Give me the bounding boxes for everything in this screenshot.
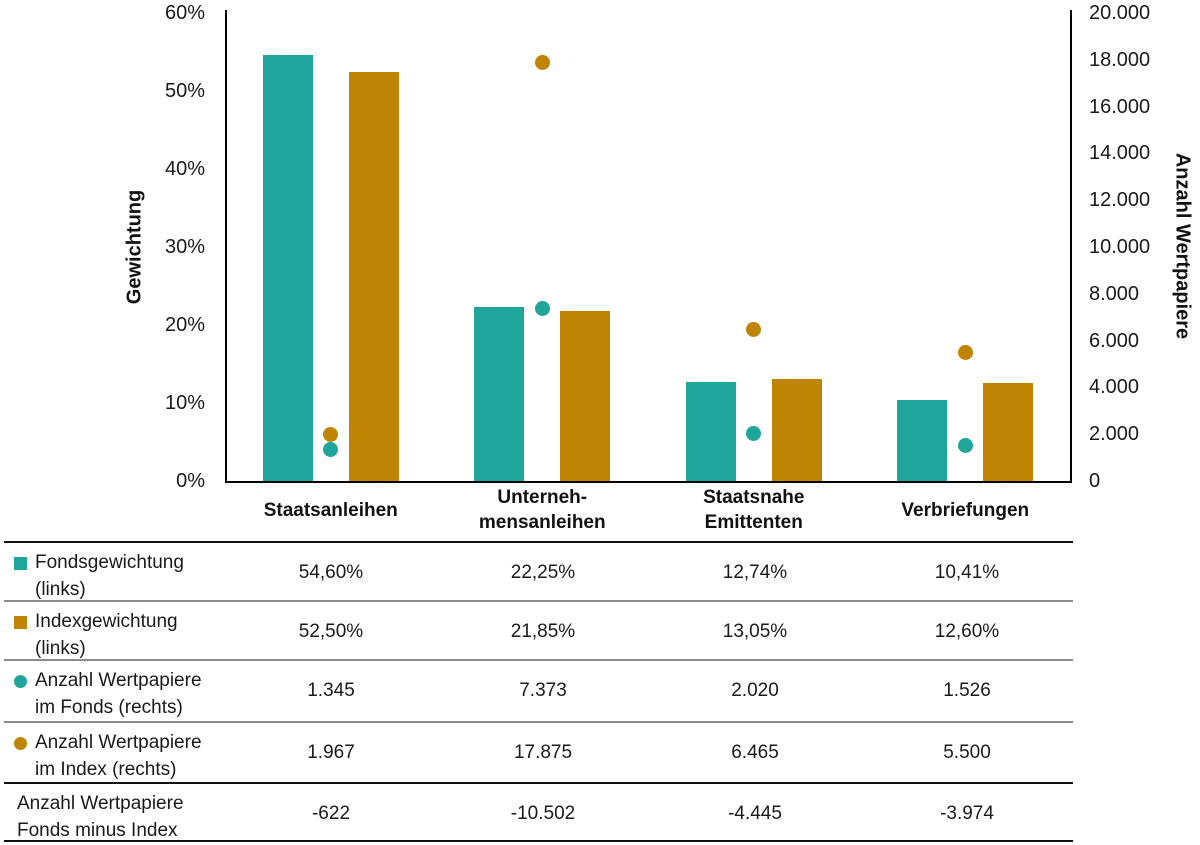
- index-weight-bar: [560, 310, 611, 481]
- y-axis-right-tick: 14.000: [1089, 142, 1151, 165]
- row-label: Indexgewichtung (links): [4, 602, 225, 662]
- category-label-line: Staatsnahe: [703, 487, 805, 508]
- cell-value: -4.445: [728, 803, 782, 824]
- teal-circle-legend-icon: [14, 675, 27, 688]
- y-axis-left-tick: 20%: [164, 314, 205, 336]
- row-label-text: Indexgewichtung (links): [35, 611, 178, 659]
- cell-value: 12,60%: [934, 621, 1000, 642]
- row-label-text: Anzahl Wertpapiere Fonds minus Index: [17, 793, 184, 841]
- y-axis-left-tick: 40%: [164, 158, 205, 180]
- y-axis-right-tick: 2.000: [1089, 423, 1140, 446]
- y-axis-left-tick: 10%: [164, 392, 205, 414]
- category-label: Unterneh-mensanleihen: [437, 487, 649, 533]
- category-label-line: Unterneh-: [497, 487, 588, 508]
- fund-count-dot: [746, 426, 762, 442]
- y-axis-left-tick: 50%: [164, 80, 205, 102]
- right-axis-line: [1070, 10, 1072, 483]
- gold-square-legend-icon: [14, 616, 27, 629]
- cell-value: 2.020: [731, 680, 779, 701]
- y-axis-right-tick: 8.000: [1089, 282, 1140, 305]
- fund-weight-bar: [897, 399, 948, 481]
- cell-value: -10.502: [510, 803, 576, 824]
- y-axis-right-tick: 12.000: [1089, 189, 1151, 212]
- cell-value: 54,60%: [298, 562, 364, 583]
- teal-square-legend-icon: [14, 557, 27, 570]
- y-axis-right-tick: 10.000: [1089, 236, 1151, 258]
- category-label-line: mensanleihen: [478, 512, 606, 533]
- cell-value: 6.465: [731, 742, 779, 763]
- cell-value: -3.974: [940, 803, 994, 824]
- table-row: Anzahl Wertpapiere im Fonds (rechts) 1.345…: [4, 659, 1073, 721]
- category-label: Staatsanleihen: [225, 487, 437, 533]
- fund-weight-bar: [685, 381, 736, 481]
- cell-value: 21,85%: [510, 621, 576, 642]
- cell-value: -622: [311, 803, 351, 824]
- row-label-text: Fondsgewichtung (links): [35, 552, 184, 600]
- cell-value: 5.500: [943, 742, 991, 763]
- cell-value: 10,41%: [934, 562, 1000, 583]
- row-label-text: Anzahl Wertpapiere im Index (rechts): [35, 732, 202, 780]
- y-axis-right-tick: 20.000: [1089, 2, 1151, 24]
- cell-value: 12,74%: [722, 562, 788, 583]
- cell-value: 17.875: [513, 742, 573, 763]
- cell-value: 22,25%: [510, 562, 576, 583]
- cell-value: 1.345: [307, 680, 355, 701]
- row-label: Fondsgewichtung (links): [4, 543, 225, 603]
- row-label: Anzahl Wertpapiere im Index (rechts): [4, 723, 225, 783]
- gold-circle-legend-icon: [14, 737, 27, 750]
- index-weight-bar: [348, 71, 399, 481]
- category-label-line: Verbriefungen: [901, 499, 1030, 521]
- data-table: Fondsgewichtung (links) 54,60% 22,25% 12,74%…: [4, 541, 1073, 842]
- row-label: Anzahl Wertpapiere im Fonds (rechts): [4, 661, 225, 721]
- table-row: Fondsgewichtung (links) 54,60% 22,25% 12,74%…: [4, 543, 1073, 600]
- fund-weight-bar: [474, 307, 525, 481]
- y-axis-left-tick: 30%: [164, 236, 205, 258]
- y-axis-right-tick: 4.000: [1089, 376, 1140, 399]
- cell-value: 1.967: [307, 742, 355, 763]
- index-count-dot: [323, 427, 339, 443]
- left-axis-line: [225, 10, 227, 483]
- index-weight-bar: [771, 379, 822, 481]
- table-row: Anzahl Wertpapiere im Index (rechts) 1.967…: [4, 721, 1073, 782]
- table-row: Indexgewichtung (links) 52,50% 21,85% 13,05%…: [4, 600, 1073, 659]
- dual-axis-bar-chart: Gewichtung Anzahl Wertpapiere 60% 50% 40% 3…: [124, 2, 1194, 533]
- index-count-dot: [957, 344, 973, 360]
- index-count-dot: [746, 322, 762, 338]
- y-axis-left-tick: 60%: [164, 2, 205, 24]
- x-axis-line: [225, 481, 1072, 483]
- index-count-dot: [534, 55, 550, 71]
- fund-count-dot: [534, 300, 550, 316]
- table-row: Anzahl Wertpapiere Fonds minus Index -622 -…: [4, 782, 1073, 841]
- category-label: Staatsnahe Emittenten: [648, 487, 860, 533]
- cell-value: 13,05%: [722, 621, 788, 642]
- y-axis-right-tick: 0: [1089, 470, 1101, 492]
- y-axis-left-tick: 0%: [176, 470, 205, 492]
- row-label-text: Anzahl Wertpapiere im Fonds (rechts): [35, 670, 202, 718]
- y-axis-right-tick: 18.000: [1089, 48, 1151, 71]
- row-label: Anzahl Wertpapiere Fonds minus Index: [4, 784, 225, 844]
- cell-value: 1.526: [943, 680, 991, 701]
- cell-value: 52,50%: [298, 621, 364, 642]
- fund-weight-bar: [262, 55, 313, 481]
- y-axis-right-tick: 6.000: [1089, 329, 1140, 352]
- category-label-line: Staatsanleihen: [263, 499, 398, 521]
- index-weight-bar: [983, 382, 1034, 481]
- fund-count-dot: [957, 437, 973, 453]
- category-label-line: Emittenten: [704, 512, 803, 533]
- category-label: Verbriefungen: [860, 487, 1072, 533]
- y-axis-right-tick: 16.000: [1089, 95, 1151, 118]
- cell-value: 7.373: [519, 680, 567, 701]
- fund-count-dot: [323, 442, 339, 458]
